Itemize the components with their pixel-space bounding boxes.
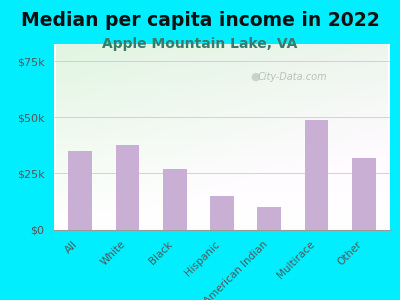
Bar bbox=[352, 158, 376, 230]
Text: Apple Mountain Lake, VA: Apple Mountain Lake, VA bbox=[102, 37, 298, 51]
Bar bbox=[68, 151, 92, 230]
Bar bbox=[258, 207, 281, 230]
Bar bbox=[163, 169, 186, 230]
Bar bbox=[116, 146, 139, 230]
Text: City-Data.com: City-Data.com bbox=[258, 72, 327, 82]
Text: Median per capita income in 2022: Median per capita income in 2022 bbox=[21, 11, 379, 29]
Text: ●: ● bbox=[251, 72, 260, 82]
Bar bbox=[305, 120, 328, 230]
Bar bbox=[210, 196, 234, 230]
